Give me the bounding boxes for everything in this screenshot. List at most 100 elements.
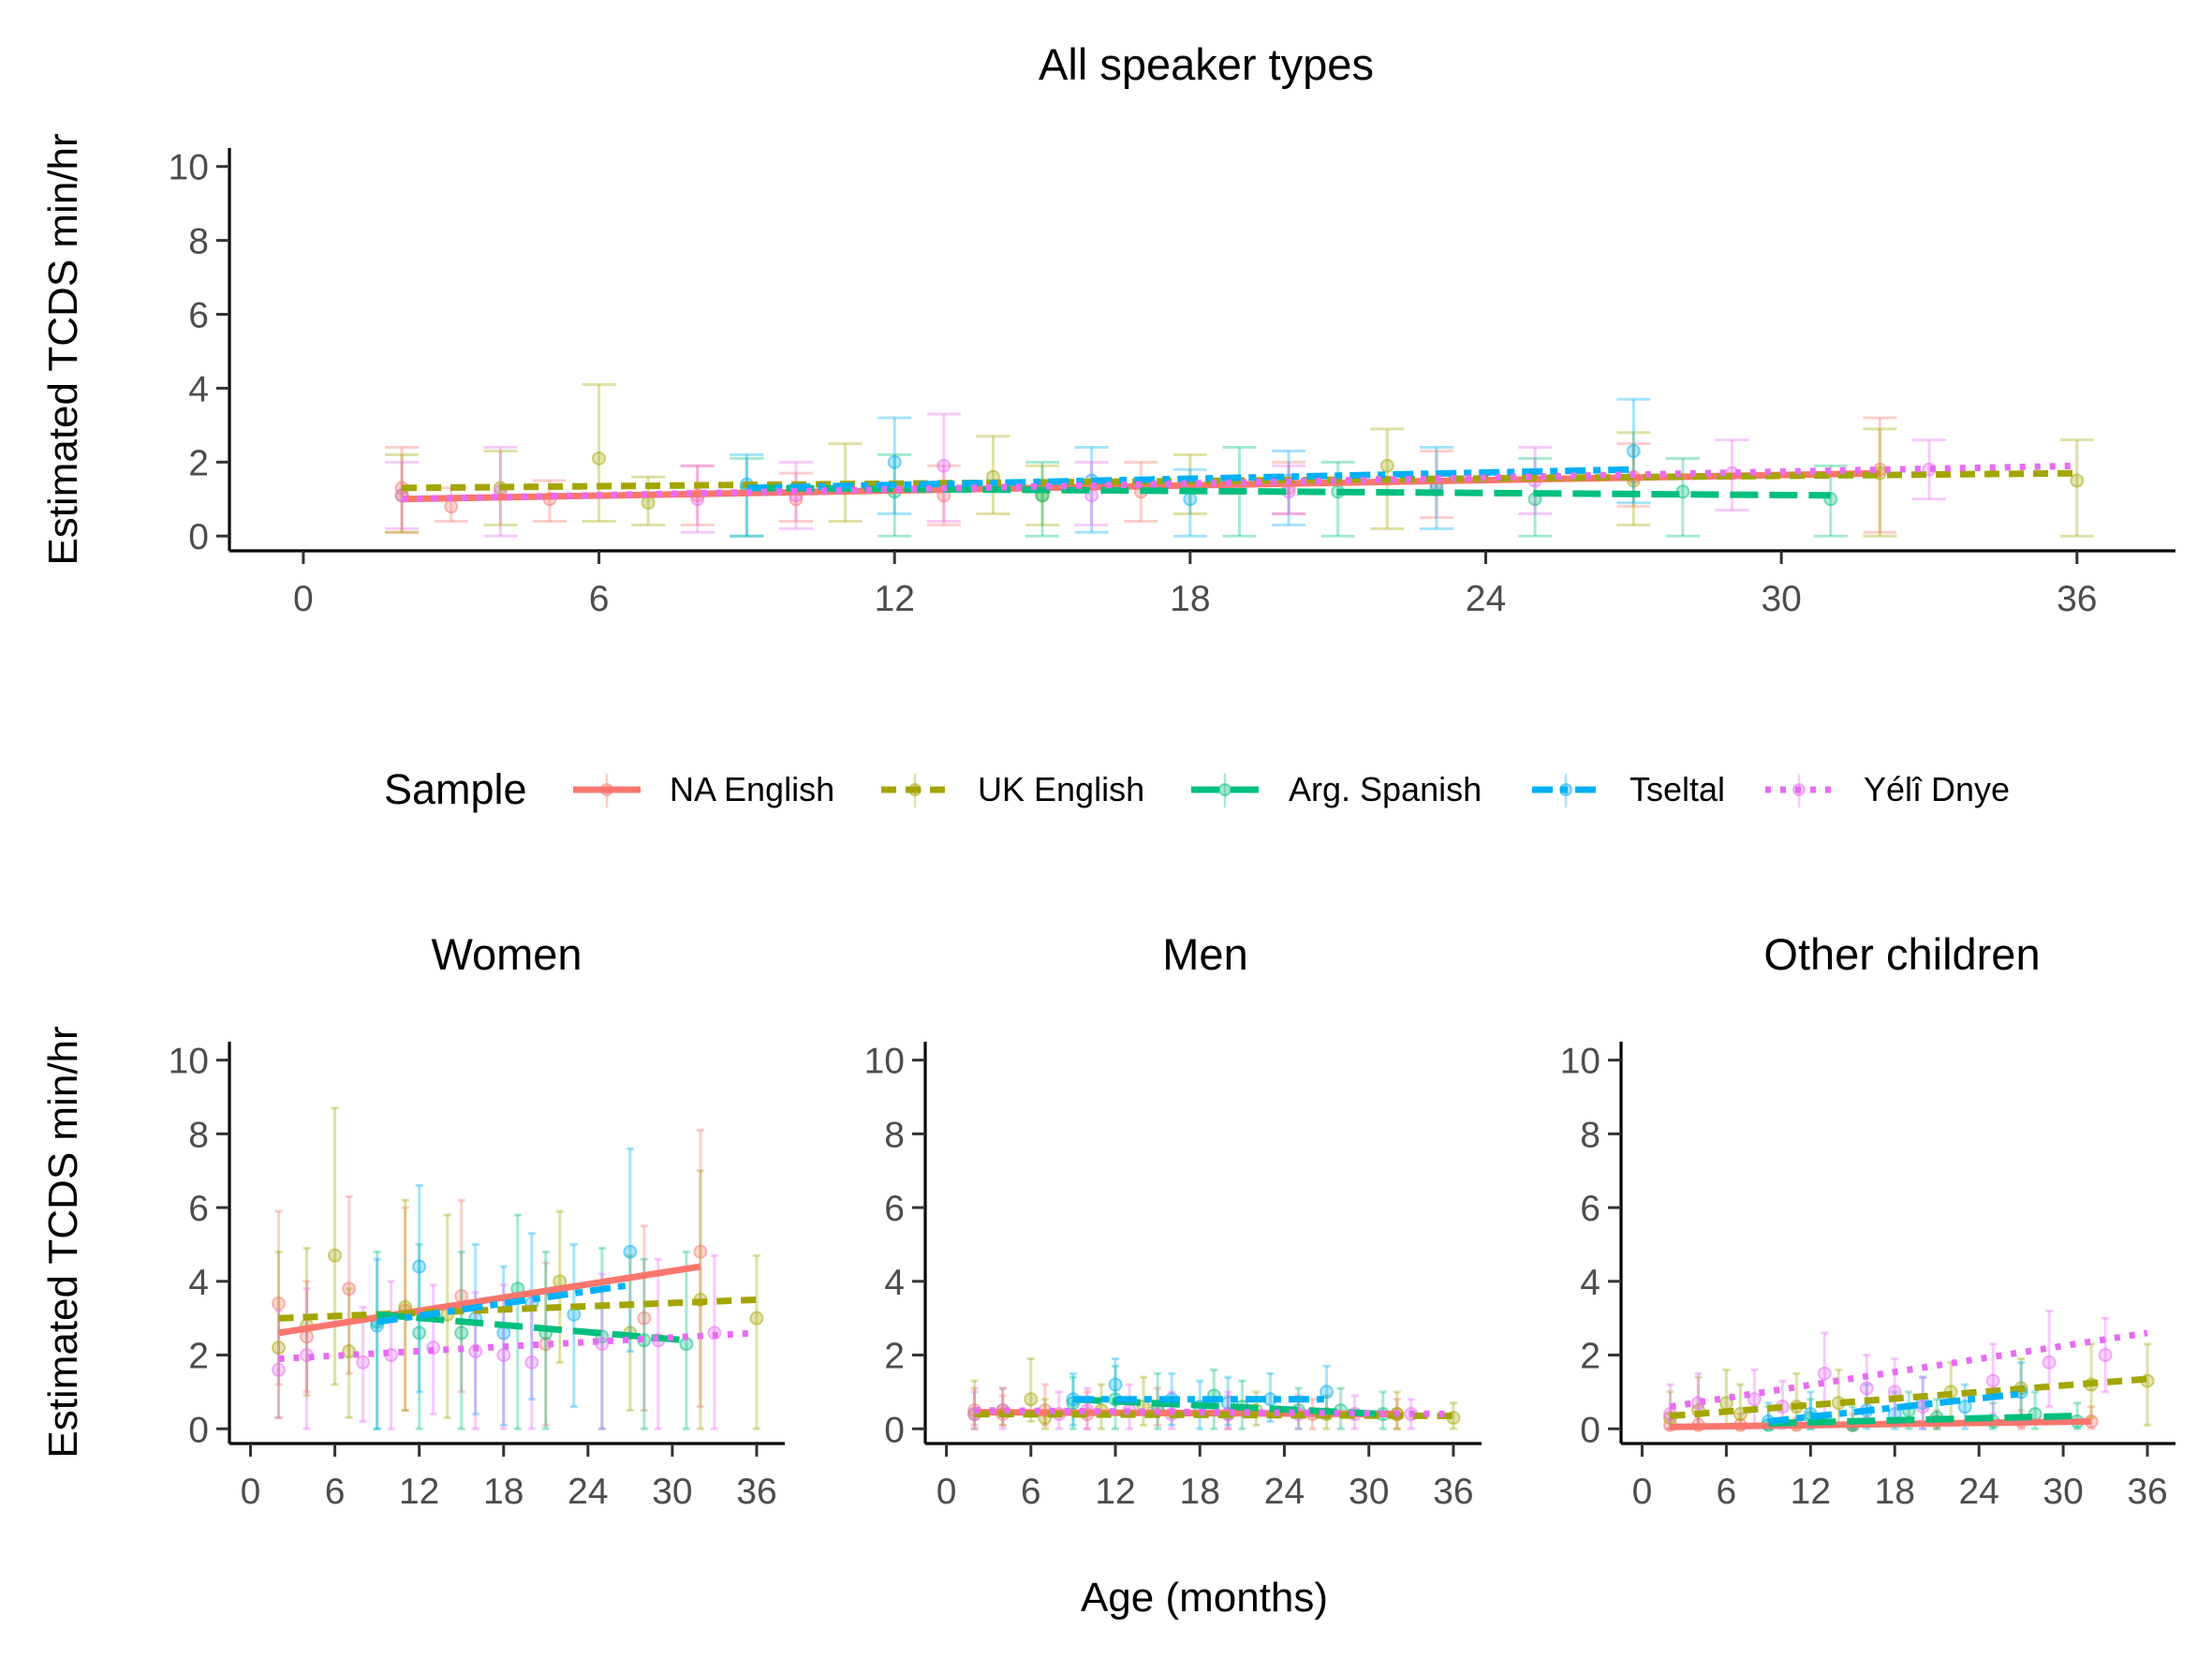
y-axis-title-top: Estimated TCDS min/hr	[40, 133, 86, 565]
other-children-point-yeli-dnye	[1985, 1373, 2000, 1388]
other-children-y-tick-label: 6	[1580, 1189, 1600, 1229]
panel-title-other-children: Other children	[1763, 929, 2040, 979]
legend-key-na-english	[573, 774, 641, 807]
women-point-tseltal	[567, 1307, 582, 1322]
men-point-tseltal	[1320, 1385, 1335, 1400]
all-speaker-types-point-tseltal	[1626, 443, 1641, 458]
other-children-point-yeli-dnye	[2098, 1348, 2113, 1363]
all-speaker-types-point-tseltal	[887, 454, 902, 469]
all-speaker-types-y-tick-label: 4	[188, 369, 209, 409]
other-children-y-tick-label: 0	[1580, 1410, 1600, 1450]
women-point-yeli-dnye	[496, 1348, 511, 1363]
all-speaker-types-x-tick-label: 30	[1761, 579, 1801, 619]
all-speaker-types-y-tick-label: 0	[188, 517, 209, 557]
men-point-tseltal	[1108, 1377, 1123, 1392]
all-speaker-types-point-na-english	[444, 499, 459, 514]
other-children-x-tick-label: 12	[1791, 1472, 1831, 1512]
men-x-tick-label: 24	[1264, 1472, 1305, 1512]
other-children-y-tick-label: 4	[1580, 1263, 1600, 1303]
women-y-tick-label: 0	[188, 1410, 209, 1450]
men-y-tick-label: 4	[884, 1263, 905, 1303]
women-fit-line-arg-spanish	[376, 1311, 687, 1344]
other-children-fit-line-uk-english	[1670, 1375, 2148, 1419]
women-point-arg-spanish	[454, 1326, 469, 1341]
all-speaker-types-point-uk-english	[641, 496, 656, 511]
men-x-tick-label: 30	[1349, 1472, 1389, 1512]
all-speaker-types-x-tick-label: 24	[1466, 579, 1506, 619]
men-y-tick-label: 0	[884, 1410, 905, 1450]
legend-key-tseltal	[1532, 774, 1600, 807]
women-x-tick-label: 18	[483, 1472, 524, 1512]
all-speaker-types-x-tick-label: 0	[293, 579, 314, 619]
panel-title-all-speaker-types: All speaker types	[1039, 39, 1374, 89]
legend-label-tseltal: Tseltal	[1630, 770, 1725, 808]
men-y-tick-label: 8	[884, 1115, 905, 1155]
panel-title-women: Women	[431, 929, 582, 979]
all-speaker-types-y-tick-label: 2	[188, 443, 209, 483]
women-fit-line-na-english	[277, 1263, 701, 1337]
other-children-x-tick-label: 36	[2127, 1472, 2167, 1512]
all-speaker-types-y-tick-label: 8	[188, 222, 209, 262]
women-fit-line-uk-english	[278, 1296, 758, 1322]
other-children-y-tick-label: 10	[1560, 1042, 1600, 1082]
all-speaker-types-point-yeli-dnye	[936, 458, 951, 473]
women-point-uk-english	[342, 1344, 357, 1359]
women-point-yeli-dnye	[524, 1355, 539, 1370]
women-point-uk-english	[328, 1248, 343, 1263]
other-children-point-yeli-dnye	[1747, 1392, 1762, 1407]
men-y-tick-label: 6	[884, 1189, 905, 1229]
legend-key-point	[1792, 783, 1806, 796]
men-x-tick-label: 36	[1433, 1472, 1473, 1512]
other-children-point-yeli-dnye	[1817, 1366, 1832, 1381]
other-children-point-yeli-dnye	[2042, 1355, 2057, 1370]
all-speaker-types-point-tseltal	[1183, 492, 1198, 507]
men-x-tick-label: 12	[1095, 1472, 1135, 1512]
all-speaker-types-point-uk-english	[1379, 458, 1394, 473]
y-axis-title-bottom: Estimated TCDS min/hr	[40, 1026, 86, 1458]
all-speaker-types-y-tick-label: 10	[169, 148, 209, 188]
other-children-x-tick-label: 30	[2042, 1472, 2083, 1512]
men-x-tick-label: 0	[936, 1472, 957, 1512]
women-point-arg-spanish	[412, 1326, 427, 1341]
legend-key-point	[908, 783, 922, 796]
all-speaker-types-x-tick-label: 36	[2057, 579, 2097, 619]
women-point-na-english	[342, 1281, 357, 1296]
all-speaker-types-x-tick-label: 18	[1170, 579, 1210, 619]
men-y-tick-label: 10	[864, 1042, 905, 1082]
women-x-tick-label: 0	[241, 1472, 261, 1512]
legend-key-point	[600, 783, 613, 796]
other-children-y-tick-label: 2	[1580, 1337, 1600, 1377]
other-children-point-yeli-dnye	[1859, 1381, 1874, 1396]
all-speaker-types-point-uk-english	[2070, 473, 2085, 488]
women-x-tick-label: 36	[736, 1472, 776, 1512]
all-speaker-types-point-uk-english	[592, 451, 607, 466]
women-fit-line-yeli-dnye	[278, 1329, 758, 1362]
legend-label-arg-spanish: Arg. Spanish	[1289, 770, 1482, 808]
all-speaker-types-x-tick-label: 12	[875, 579, 915, 619]
women-point-tseltal	[412, 1259, 427, 1274]
legend-label-na-english: NA English	[670, 770, 834, 808]
women-y-tick-label: 6	[188, 1189, 209, 1229]
legend-label-yeli-dnye: Yélî Dnye	[1864, 770, 2010, 808]
women-point-na-english	[637, 1311, 652, 1326]
women-x-tick-label: 24	[568, 1472, 608, 1512]
women-point-na-english	[272, 1296, 287, 1311]
men-x-tick-label: 18	[1180, 1472, 1220, 1512]
legend-label-uk-english: UK English	[978, 770, 1144, 808]
women-point-uk-english	[749, 1311, 764, 1326]
women-point-na-english	[693, 1244, 708, 1259]
legend-key-point	[1218, 783, 1231, 796]
legend: Sample NA English UK English Arg. Spanis…	[384, 765, 2010, 813]
women-y-tick-label: 8	[188, 1115, 209, 1155]
women-point-yeli-dnye	[356, 1355, 371, 1370]
other-children-fit-line-na-english	[1670, 1417, 2092, 1430]
panel-title-men: Men	[1162, 929, 1247, 979]
women-point-tseltal	[623, 1244, 638, 1259]
legend-key-arg-spanish	[1191, 774, 1259, 807]
all-speaker-types-fit-line-yeli-dnye	[402, 462, 2077, 503]
